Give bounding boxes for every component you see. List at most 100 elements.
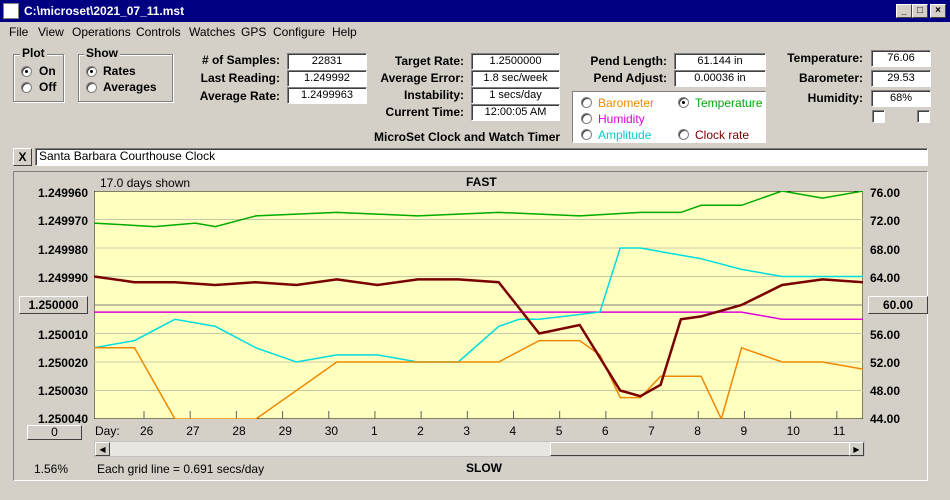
zoom-percent: 1.56% bbox=[34, 462, 69, 476]
barometer-series bbox=[94, 339, 863, 419]
barometer-field: 29.53 bbox=[871, 70, 931, 87]
day-tick-label: 2 bbox=[417, 424, 424, 438]
current-time-field: 12:00:05 AM bbox=[471, 104, 560, 121]
zero-button[interactable]: 0 bbox=[27, 425, 82, 440]
pend-adjust-label: Pend Adjust: bbox=[593, 71, 667, 85]
env-checkbox-2[interactable] bbox=[917, 110, 930, 123]
scroll-right-icon[interactable]: ▶ bbox=[849, 442, 864, 456]
day-tick-label: 4 bbox=[509, 424, 517, 438]
env-checkbox-1[interactable] bbox=[872, 110, 885, 123]
plot-on-label[interactable]: On bbox=[39, 64, 56, 78]
left-tick: 1.250020 bbox=[37, 356, 88, 370]
show-averages-radio[interactable] bbox=[86, 82, 97, 93]
day-tick-label: 5 bbox=[555, 424, 563, 438]
clear-clock-button[interactable]: X bbox=[13, 148, 32, 166]
clock-rate-radio[interactable] bbox=[678, 129, 689, 140]
maximize-icon[interactable]: □ bbox=[912, 4, 928, 18]
grid-note: Each grid line = 0.691 secs/day bbox=[97, 462, 265, 476]
menu-bar: File View Operations Controls Watches GP… bbox=[0, 22, 950, 42]
plot-off-radio[interactable] bbox=[21, 82, 32, 93]
average-error-label: Average Error: bbox=[380, 71, 464, 85]
scroll-thumb[interactable] bbox=[550, 442, 850, 456]
right-tick: 48.00 bbox=[870, 384, 901, 398]
menu-operations[interactable]: Operations bbox=[72, 25, 131, 39]
chart-traces bbox=[94, 191, 863, 419]
clock-rate-option[interactable]: Clock rate bbox=[695, 128, 750, 142]
target-rate-field[interactable]: 1.2500000 bbox=[471, 53, 560, 70]
temperature-label: Temperature: bbox=[787, 51, 863, 65]
slow-label: SLOW bbox=[466, 461, 502, 475]
day-tick-label: 28 bbox=[232, 424, 246, 438]
chart-area[interactable] bbox=[94, 191, 863, 419]
right-axis-labels: 76.00 72.00 68.00 64.00 56.00 52.00 48.0… bbox=[864, 186, 924, 426]
left-tick: 1.249980 bbox=[37, 243, 88, 257]
window-title: C:\microset\2021_07_11.mst bbox=[24, 4, 185, 18]
amplitude-radio[interactable] bbox=[581, 129, 592, 140]
right-tick: 76.00 bbox=[870, 186, 901, 200]
show-rates-radio[interactable] bbox=[86, 66, 97, 77]
humidity-radio[interactable] bbox=[581, 113, 592, 124]
left-tick: 1.249990 bbox=[37, 271, 88, 285]
menu-view[interactable]: View bbox=[38, 25, 64, 39]
close-icon[interactable]: × bbox=[930, 4, 946, 18]
day-tick-label: 30 bbox=[324, 424, 339, 438]
day-tick-label: 11 bbox=[832, 424, 846, 438]
time-scrollbar[interactable]: ◀ ▶ bbox=[94, 441, 865, 457]
clock-rate-series bbox=[94, 275, 863, 398]
barometer-radio[interactable] bbox=[581, 97, 592, 108]
menu-controls[interactable]: Controls bbox=[136, 25, 181, 39]
day-tick-label: 9 bbox=[740, 424, 748, 438]
temperature-option[interactable]: Temperature bbox=[695, 96, 763, 110]
amplitude-option[interactable]: Amplitude bbox=[598, 128, 652, 142]
humidity-option[interactable]: Humidity bbox=[598, 112, 645, 126]
instability-label: Instability: bbox=[403, 88, 464, 102]
app-icon bbox=[3, 3, 19, 19]
plot-on-radio[interactable] bbox=[21, 66, 32, 77]
plot-group-title: Plot bbox=[20, 46, 47, 60]
amplitude-series bbox=[94, 247, 863, 363]
show-averages-label[interactable]: Averages bbox=[103, 80, 157, 94]
pend-length-field[interactable]: 61.144 in bbox=[674, 53, 766, 70]
day-tick-label: 27 bbox=[186, 424, 200, 438]
plot-off-label[interactable]: Off bbox=[39, 80, 57, 94]
show-group-title: Show bbox=[84, 46, 120, 60]
menu-configure[interactable]: Configure bbox=[273, 25, 326, 39]
barometer-option[interactable]: Barometer bbox=[598, 96, 655, 110]
right-tick: 68.00 bbox=[870, 243, 901, 257]
left-tick: 1.249960 bbox=[37, 186, 88, 200]
day-axis: 26 27 28 29 30 1 2 3 4 5 6 7 8 9 10 11 bbox=[94, 424, 863, 438]
right-tick: 44.00 bbox=[870, 412, 901, 426]
right-tick: 64.00 bbox=[870, 271, 901, 285]
plot-group bbox=[13, 54, 64, 102]
temperature-radio[interactable] bbox=[678, 97, 689, 108]
clock-name-field[interactable]: Santa Barbara Courthouse Clock bbox=[35, 148, 928, 166]
average-error-field: 1.8 sec/week bbox=[471, 70, 560, 87]
average-rate-field: 1.2499963 bbox=[287, 87, 367, 104]
humidity-series bbox=[94, 311, 863, 321]
temperature-series bbox=[94, 191, 863, 228]
last-reading-field: 1.249992 bbox=[287, 70, 367, 87]
show-rates-label[interactable]: Rates bbox=[103, 64, 136, 78]
humidity-field: 68% bbox=[871, 90, 931, 107]
menu-watches[interactable]: Watches bbox=[189, 25, 236, 39]
left-tick: 1.249970 bbox=[37, 214, 88, 228]
last-reading-label: Last Reading: bbox=[200, 71, 280, 85]
menu-help[interactable]: Help bbox=[332, 25, 357, 39]
day-label: Day: bbox=[95, 424, 120, 438]
average-rate-label: Average Rate: bbox=[199, 89, 280, 103]
center-rate-button[interactable]: 1.250000 bbox=[19, 296, 88, 314]
right-tick: 72.00 bbox=[870, 214, 901, 228]
day-tick-label: 7 bbox=[648, 424, 655, 438]
day-tick-label: 29 bbox=[278, 424, 292, 438]
show-group bbox=[78, 54, 173, 102]
minimize-icon[interactable]: _ bbox=[896, 4, 912, 18]
target-rate-label: Target Rate: bbox=[394, 54, 464, 68]
menu-file[interactable]: File bbox=[9, 25, 29, 39]
fast-label: FAST bbox=[466, 175, 497, 189]
day-tick-label: 3 bbox=[463, 424, 470, 438]
menu-gps[interactable]: GPS bbox=[241, 25, 267, 39]
scroll-left-icon[interactable]: ◀ bbox=[95, 442, 110, 456]
center-secondary-button[interactable]: 60.00 bbox=[868, 296, 928, 314]
plot-panel bbox=[13, 171, 928, 481]
days-shown-label: 17.0 days shown bbox=[100, 176, 191, 190]
